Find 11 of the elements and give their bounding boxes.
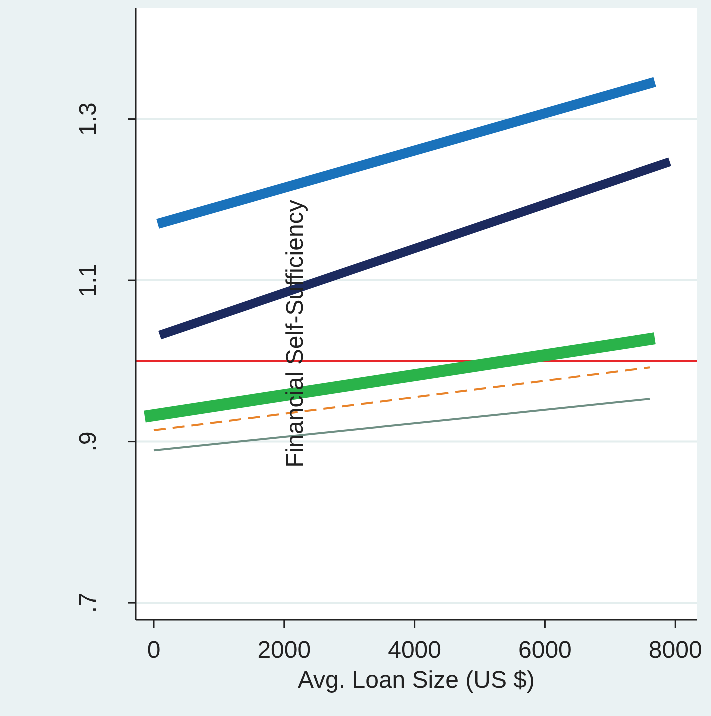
- y-tick-label: .9: [75, 432, 102, 452]
- y-tick-label: 1.3: [75, 102, 102, 136]
- y-axis-title: Financial Self-Sufficiency: [282, 200, 309, 468]
- y-tick-label: 1.1: [75, 264, 102, 298]
- x-tick-label: 8000: [648, 637, 702, 664]
- x-axis-title: Avg. Loan Size (US $): [298, 667, 536, 694]
- y-tick-label: .7: [75, 593, 102, 614]
- x-tick-label: 4000: [388, 637, 442, 664]
- x-tick-label: 0: [147, 637, 161, 664]
- x-tick-label: 6000: [518, 637, 572, 664]
- x-tick-label: 2000: [258, 637, 312, 664]
